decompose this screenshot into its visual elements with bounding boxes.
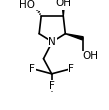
Text: F: F	[68, 64, 74, 74]
Text: F: F	[49, 81, 55, 91]
Text: N: N	[48, 37, 56, 47]
Text: OH: OH	[83, 51, 99, 61]
Text: F: F	[29, 64, 35, 74]
Text: HO: HO	[19, 0, 35, 10]
Polygon shape	[65, 34, 83, 40]
Text: OH: OH	[55, 0, 71, 8]
Polygon shape	[62, 0, 65, 16]
